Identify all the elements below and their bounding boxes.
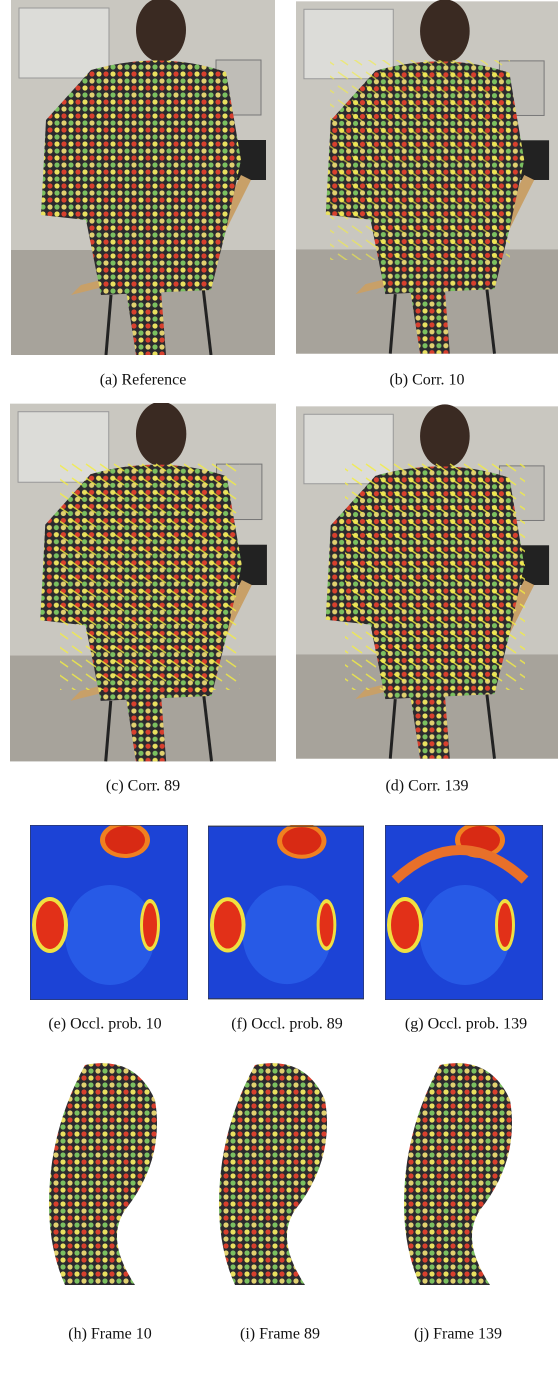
caption: (c) Corr. 89 [106, 778, 180, 795]
caption: (i) Frame 89 [240, 1326, 320, 1343]
heatmap-f [208, 823, 364, 999]
shape-i [219, 1063, 327, 1285]
heatmap-e [30, 822, 188, 1000]
shape-j [404, 1063, 512, 1285]
photo-b [296, 0, 558, 354]
page: {"figure": {"panels": [ {"caption": "(a)… [0, 0, 558, 1375]
photo-c [10, 402, 276, 762]
shape-h [49, 1063, 157, 1285]
caption: (j) Frame 139 [414, 1326, 502, 1343]
caption: (a) Reference [100, 372, 187, 389]
photo-d [296, 404, 558, 758]
caption: (e) Occl. prob. 10 [48, 1016, 161, 1033]
caption: (h) Frame 10 [68, 1326, 152, 1343]
caption: (f) Occl. prob. 89 [231, 1016, 343, 1033]
figure: (a) Reference (b) Corr. 10 (c) Corr. 89 … [0, 0, 558, 1375]
caption: (g) Occl. prob. 139 [405, 1016, 527, 1033]
heatmap-g [385, 822, 543, 1000]
caption: (d) Corr. 139 [385, 778, 468, 795]
photo-a [11, 0, 275, 355]
caption: (b) Corr. 10 [389, 372, 464, 389]
